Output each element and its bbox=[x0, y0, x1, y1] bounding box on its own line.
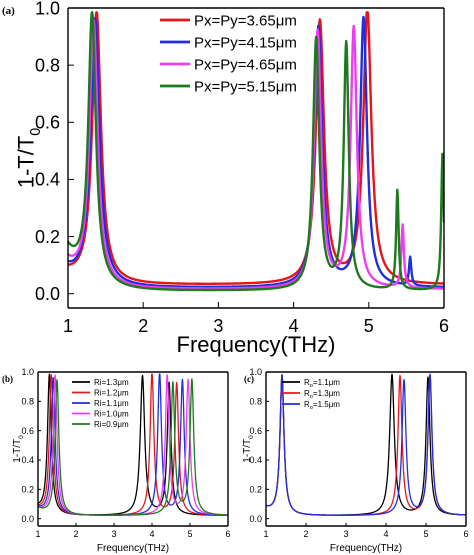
x-axis-title: Frequency(THz) bbox=[97, 543, 169, 554]
legend-entry: Ri=1.2μm bbox=[94, 388, 129, 397]
y-axis-title-main: 1-T/T bbox=[242, 439, 253, 463]
legend-entry: Ro=1.1μm bbox=[304, 378, 340, 389]
y-tick-label: 0.2 bbox=[249, 484, 262, 494]
y-tick-label: 0.0 bbox=[21, 514, 34, 524]
legend-entry: Ro=1.3μm bbox=[304, 389, 340, 400]
x-tick-label: 5 bbox=[423, 529, 428, 539]
legend-entry-rest: =1.1μm bbox=[313, 378, 340, 387]
panel-label: (a) bbox=[2, 5, 15, 17]
x-tick-label: 6 bbox=[439, 316, 449, 336]
x-tick-label: 4 bbox=[289, 316, 299, 336]
y-tick-label: 0.2 bbox=[35, 227, 60, 247]
legend-entry-subscript: o bbox=[310, 383, 313, 389]
legend-entry-main: R bbox=[304, 389, 310, 398]
series-line-a-2 bbox=[68, 19, 444, 290]
y-tick-label: 0.4 bbox=[249, 455, 262, 465]
y-axis-title-subscript: 0 bbox=[18, 435, 25, 439]
y-axis-title-subscript: 0 bbox=[28, 128, 44, 136]
legend-entry-subscript: o bbox=[310, 394, 313, 400]
panel-label: (b) bbox=[2, 374, 13, 384]
x-tick-label: 1 bbox=[63, 316, 73, 336]
legend-entry: Ri=1.0μm bbox=[94, 409, 129, 418]
legend-entry: Px=Py=5.15μm bbox=[194, 78, 297, 95]
legend-entry: Ri=1.3μm bbox=[94, 378, 129, 387]
y-tick-label: 1.0 bbox=[35, 0, 60, 18]
x-tick-label: 6 bbox=[463, 529, 468, 539]
y-axis-title: 1-T/T0 bbox=[12, 435, 25, 463]
x-tick-label: 5 bbox=[364, 316, 374, 336]
y-axis-title-subscript: 0 bbox=[248, 435, 255, 439]
y-tick-label: 0.6 bbox=[21, 426, 34, 436]
series-line-a-3 bbox=[68, 11, 444, 292]
legend-entry: Px=Py=4.15μm bbox=[194, 34, 297, 51]
panel-label: (c) bbox=[244, 374, 254, 384]
legend: Px=Py=3.65μm Px=Py=4.15μm Px=Py=4.65μm Px=P… bbox=[160, 12, 297, 95]
x-tick-label: 6 bbox=[225, 529, 230, 539]
x-tick-label: 3 bbox=[343, 529, 348, 539]
y-tick-label: 0.8 bbox=[249, 396, 262, 406]
legend-entry: Px=Py=3.65μm bbox=[194, 12, 297, 29]
legend-entry-main: R bbox=[304, 378, 310, 387]
x-tick-label: 2 bbox=[138, 316, 148, 336]
y-axis-title: 1-T/T0 bbox=[14, 128, 45, 189]
x-tick-label: 3 bbox=[213, 316, 223, 336]
chart-panel-b: (b) 1 2 3 4 5 6 0.0 0.2 0.4 0.6 0.8 1.0 Frequency(THz… bbox=[2, 367, 231, 554]
legend-entry: Ri=1.1μm bbox=[94, 399, 129, 408]
legend-entry-main: R bbox=[304, 400, 310, 409]
y-axis-title: 1-T/T0 bbox=[242, 435, 255, 463]
y-axis-title-main: 1-T/T bbox=[12, 439, 23, 463]
chart-panel-c: (c) 1 2 3 4 5 6 0.0 0.2 0.4 0.6 0.8 1.0 Frequency(THz… bbox=[242, 367, 469, 554]
series-line-b-2 bbox=[38, 373, 228, 516]
x-axis-title: Frequency(THz) bbox=[177, 332, 336, 357]
y-tick-label: 0.6 bbox=[35, 113, 60, 133]
legend-entry: Px=Py=4.65μm bbox=[194, 56, 297, 73]
series-line-b-1 bbox=[38, 373, 228, 516]
y-tick-label: 0.0 bbox=[249, 514, 262, 524]
x-tick-label: 3 bbox=[111, 529, 116, 539]
y-tick-label: 0.6 bbox=[249, 426, 262, 436]
legend-entry-subscript: o bbox=[310, 405, 313, 411]
series-line-c-2 bbox=[266, 373, 466, 516]
y-tick-label: 0.0 bbox=[35, 284, 60, 304]
x-tick-label: 5 bbox=[187, 529, 192, 539]
legend-entry: Ri=0.9μm bbox=[94, 420, 129, 429]
y-axis-title-main: 1-T/T bbox=[14, 136, 39, 189]
chart-panel-a: (a) 1 2 3 4 5 6 0.0 0.2 0.4 0.6 0.8 1.0 Frequency(THz… bbox=[2, 0, 449, 357]
series-line-a-0 bbox=[68, 11, 444, 285]
legend-entry: Ro=1.5μm bbox=[304, 400, 340, 411]
x-axis-title: Frequency(THz) bbox=[330, 543, 402, 554]
legend-entry-rest: =1.3μm bbox=[313, 389, 340, 398]
x-tick-label: 4 bbox=[383, 529, 388, 539]
legend-entry-rest: =1.5μm bbox=[313, 400, 340, 409]
x-tick-label: 2 bbox=[303, 529, 308, 539]
series-line-b-0 bbox=[38, 373, 228, 517]
series-line-b-3 bbox=[38, 374, 228, 516]
y-tick-label: 0.2 bbox=[21, 484, 34, 494]
y-tick-label: 0.8 bbox=[21, 396, 34, 406]
y-tick-label: 0.4 bbox=[35, 170, 60, 190]
y-tick-label: 0.8 bbox=[35, 55, 60, 75]
y-tick-label: 1.0 bbox=[21, 367, 34, 377]
x-tick-label: 2 bbox=[73, 529, 78, 539]
series-line-a-1 bbox=[68, 15, 444, 289]
x-tick-label: 4 bbox=[149, 529, 154, 539]
y-tick-label: 1.0 bbox=[249, 367, 262, 377]
x-tick-label: 1 bbox=[263, 529, 268, 539]
series-line-b-4 bbox=[38, 378, 228, 516]
x-tick-label: 1 bbox=[35, 529, 40, 539]
y-tick-label: 0.4 bbox=[21, 455, 34, 465]
